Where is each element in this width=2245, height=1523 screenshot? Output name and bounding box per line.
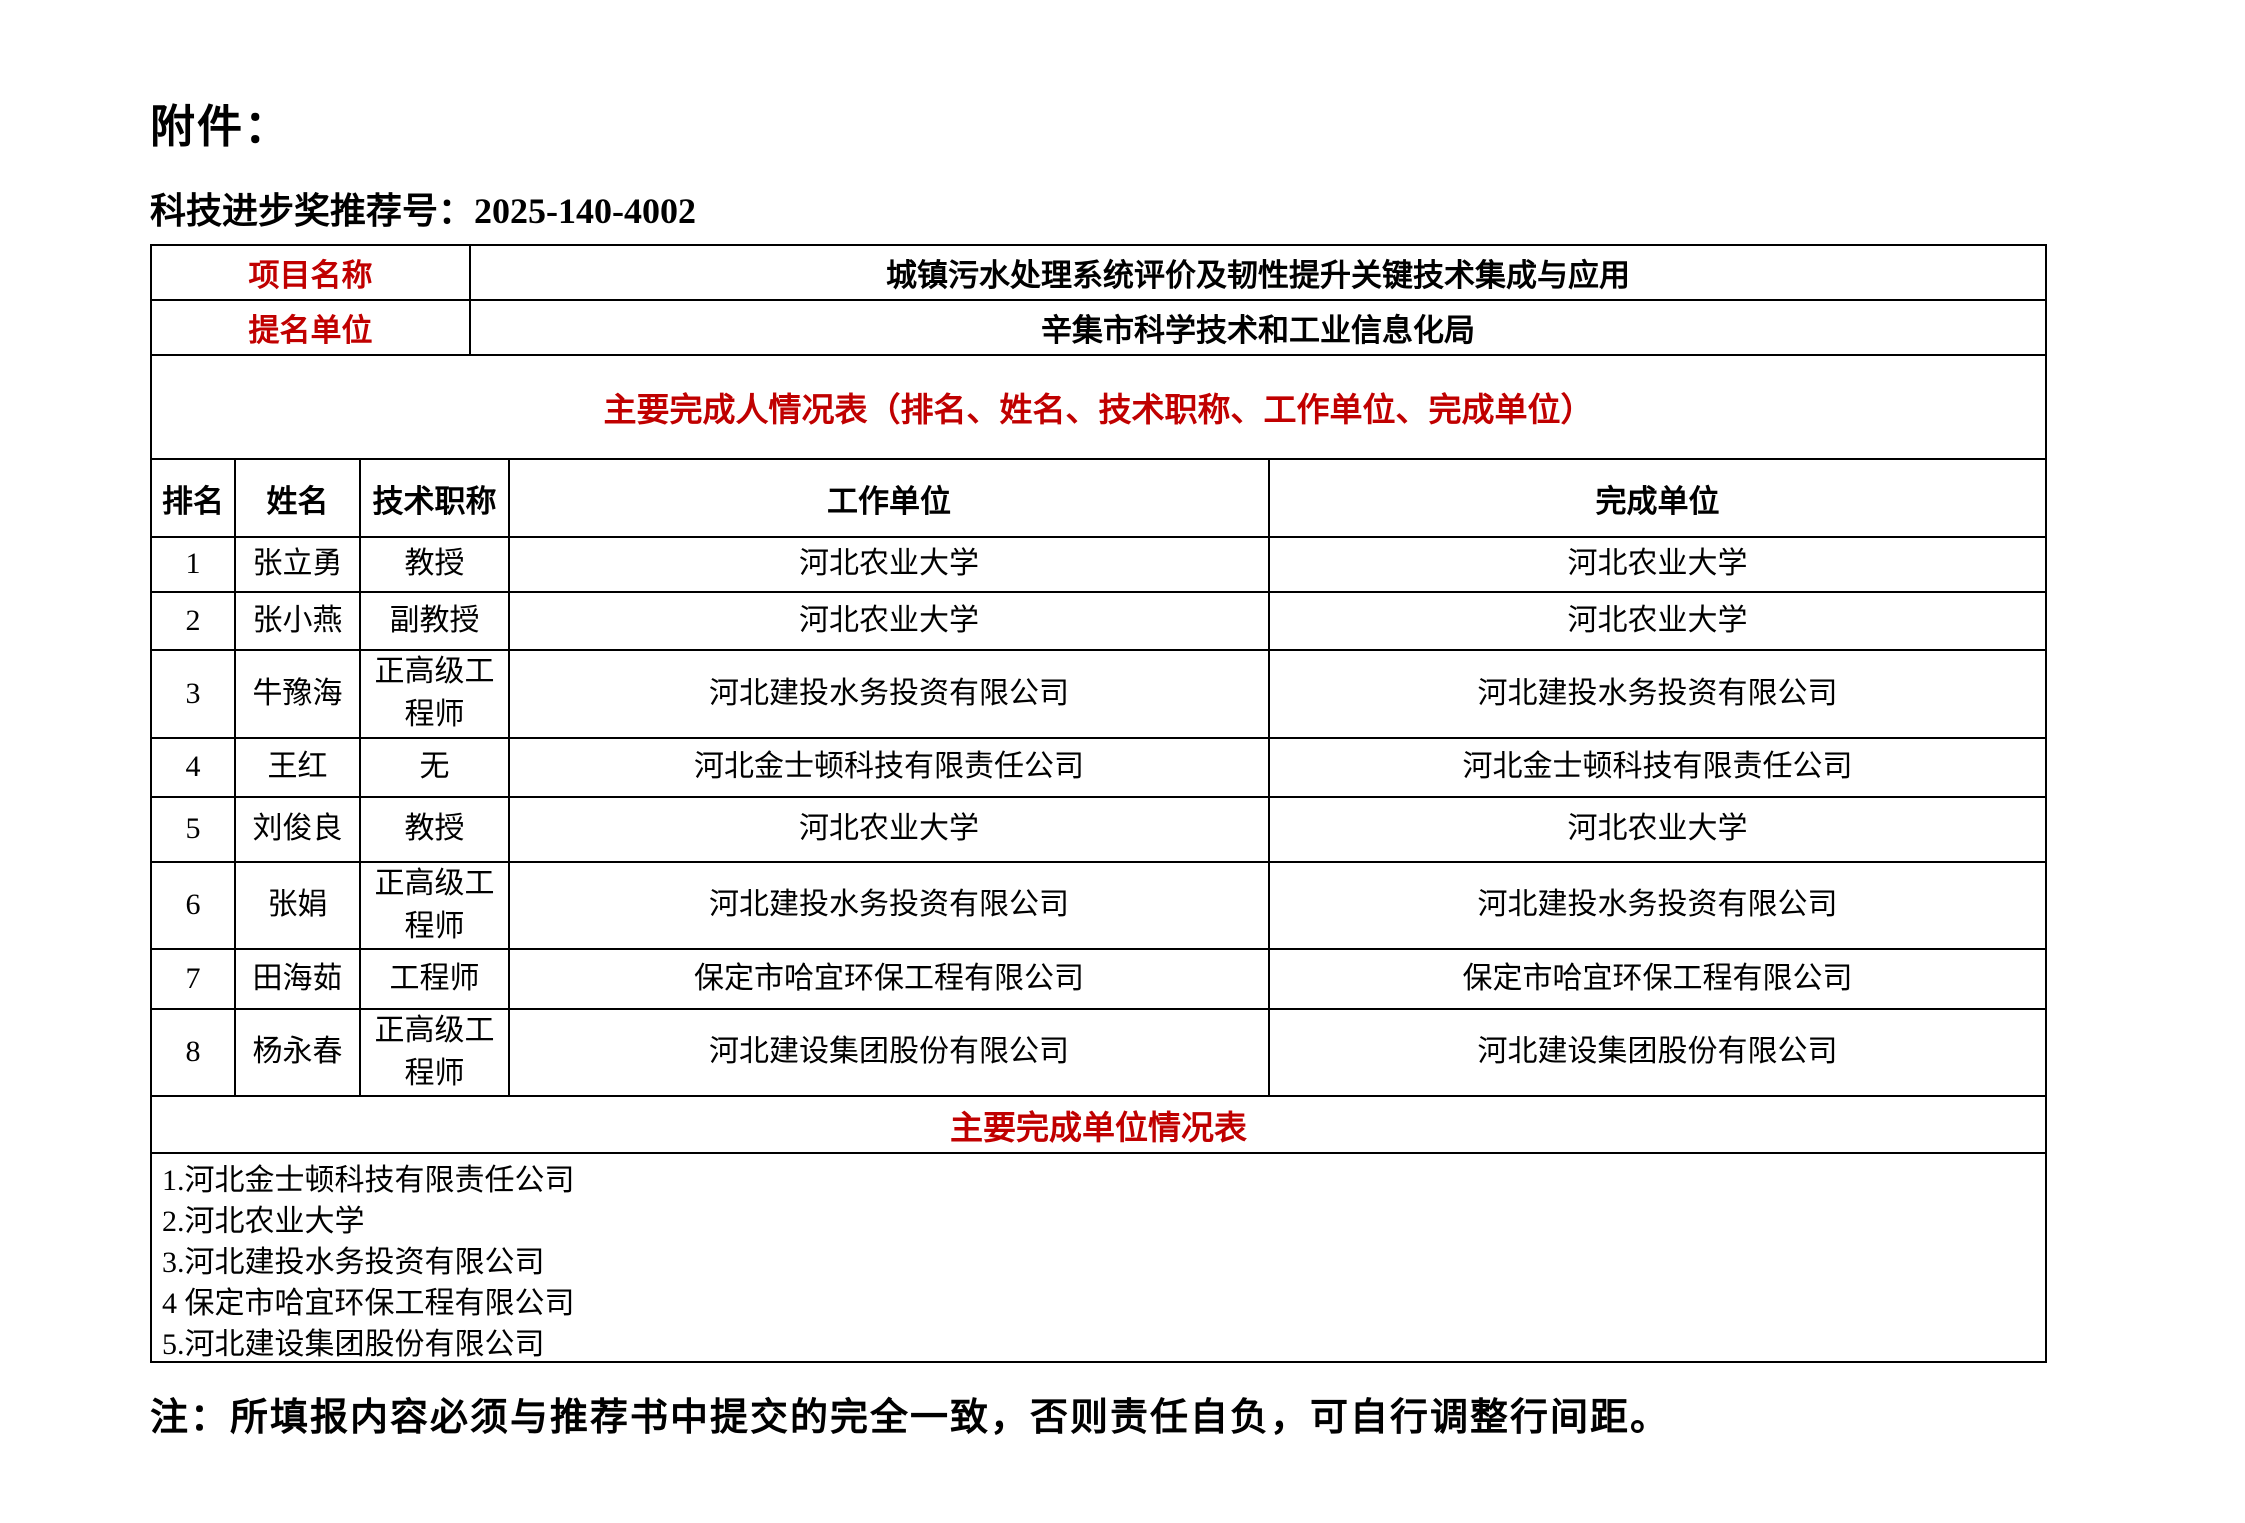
work-unit-cell: 河北农业大学	[508, 796, 1270, 863]
table-row: 7 田海茹 工程师 保定市哈宜环保工程有限公司 保定市哈宜环保工程有限公司	[151, 948, 2046, 1011]
work-unit-cell: 保定市哈宜环保工程有限公司	[508, 948, 1270, 1011]
completion-unit-cell: 河北农业大学	[1268, 591, 2046, 651]
name-cell: 张娟	[234, 860, 361, 951]
list-item: 5.河北建设集团股份有限公司	[162, 1328, 545, 1362]
name-cell: 王红	[234, 737, 361, 798]
title-cell: 正高级工程师	[359, 649, 510, 739]
project-name-label: 项目名称	[151, 245, 471, 301]
project-name-value: 城镇污水处理系统评价及韧性提升关键技术集成与应用	[469, 245, 2046, 301]
completion-unit-cell: 河北农业大学	[1268, 796, 2046, 863]
nominating-unit-value: 辛集市科学技术和工业信息化局	[469, 299, 2046, 355]
completion-unit-cell: 河北农业大学	[1268, 536, 2046, 593]
table-row: 4 王红 无 河北金士顿科技有限责任公司 河北金士顿科技有限责任公司	[151, 737, 2046, 798]
rank-cell: 6	[151, 860, 236, 951]
name-cell: 张小燕	[234, 591, 361, 651]
title-cell: 副教授	[359, 591, 510, 651]
column-header-rank: 排名	[151, 459, 236, 538]
table-row: 1 张立勇 教授 河北农业大学 河北农业大学	[151, 536, 2046, 593]
work-unit-cell: 河北农业大学	[508, 591, 1270, 651]
award-number-label: 科技进步奖推荐号：	[150, 191, 475, 231]
completion-units-list: 1.河北金士顿科技有限责任公司 2.河北农业大学 3.河北建投水务投资有限公司 …	[152, 1154, 2045, 1361]
table-row: 6 张娟 正高级工程师 河北建投水务投资有限公司 河北建投水务投资有限公司	[151, 860, 2046, 951]
column-header-work-unit: 工作单位	[508, 459, 1270, 538]
title-cell: 正高级工程师	[359, 860, 510, 951]
recommendation-table: 项目名称 城镇污水处理系统评价及韧性提升关键技术集成与应用 提名单位 辛集市科学…	[150, 244, 2047, 1364]
column-header-completion-unit: 完成单位	[1268, 459, 2046, 538]
title-cell: 教授	[359, 796, 510, 863]
name-cell: 田海茹	[234, 948, 361, 1011]
title-cell: 教授	[359, 536, 510, 593]
rank-cell: 7	[151, 948, 236, 1011]
completion-unit-cell: 河北建投水务投资有限公司	[1268, 860, 2046, 951]
name-cell: 杨永春	[234, 1008, 361, 1097]
contributors-header-row: 排名 姓名 技术职称 工作单位 完成单位	[151, 459, 2046, 538]
list-item: 2.河北农业大学	[162, 1205, 365, 1239]
project-name-row: 项目名称 城镇污水处理系统评价及韧性提升关键技术集成与应用	[151, 245, 2046, 301]
list-item: 4 保定市哈宜环保工程有限公司	[162, 1287, 575, 1321]
work-unit-cell: 河北建投水务投资有限公司	[508, 860, 1270, 951]
table-row: 2 张小燕 副教授 河北农业大学 河北农业大学	[151, 591, 2046, 651]
rank-cell: 8	[151, 1008, 236, 1097]
contributors-table: 排名 姓名 技术职称 工作单位 完成单位 1 张立勇 教授 河北农业大学 河北农…	[151, 459, 2046, 1097]
table-row: 3 牛豫海 正高级工程师 河北建投水务投资有限公司 河北建投水务投资有限公司	[151, 649, 2046, 739]
project-info-table: 项目名称 城镇污水处理系统评价及韧性提升关键技术集成与应用 提名单位 辛集市科学…	[151, 245, 2046, 355]
title-cell: 正高级工程师	[359, 1008, 510, 1097]
table-row: 5 刘俊良 教授 河北农业大学 河北农业大学	[151, 796, 2046, 863]
completion-unit-cell: 河北金士顿科技有限责任公司	[1268, 737, 2046, 798]
rank-cell: 3	[151, 649, 236, 739]
work-unit-cell: 河北农业大学	[508, 536, 1270, 593]
contributors-section-title: 主要完成人情况表（排名、姓名、技术职称、工作单位、完成单位）	[152, 356, 2045, 460]
nominating-unit-row: 提名单位 辛集市科学技术和工业信息化局	[151, 299, 2046, 355]
rank-cell: 5	[151, 796, 236, 863]
rank-cell: 2	[151, 591, 236, 651]
rank-cell: 1	[151, 536, 236, 593]
completion-unit-cell: 河北建投水务投资有限公司	[1268, 649, 2046, 739]
rank-cell: 4	[151, 737, 236, 798]
work-unit-cell: 河北建设集团股份有限公司	[508, 1008, 1270, 1097]
list-item: 3.河北建投水务投资有限公司	[162, 1246, 545, 1280]
attachment-label: 附件：	[150, 101, 292, 152]
name-cell: 刘俊良	[234, 796, 361, 863]
title-cell: 无	[359, 737, 510, 798]
work-unit-cell: 河北金士顿科技有限责任公司	[508, 737, 1270, 798]
award-number-line: 科技进步奖推荐号：2025-140-4002	[150, 182, 696, 234]
column-header-title: 技术职称	[359, 459, 510, 538]
title-cell: 工程师	[359, 948, 510, 1011]
nominating-unit-label: 提名单位	[151, 299, 471, 355]
completion-units-section-title: 主要完成单位情况表	[152, 1095, 2045, 1155]
completion-unit-cell: 河北建设集团股份有限公司	[1268, 1008, 2046, 1097]
work-unit-cell: 河北建投水务投资有限公司	[508, 649, 1270, 739]
completion-unit-cell: 保定市哈宜环保工程有限公司	[1268, 948, 2046, 1011]
column-header-name: 姓名	[234, 459, 361, 538]
award-number-value: 2025-140-4002	[474, 191, 696, 231]
project-info-section: 项目名称 城镇污水处理系统评价及韧性提升关键技术集成与应用 提名单位 辛集市科学…	[151, 245, 2046, 356]
name-cell: 张立勇	[234, 536, 361, 593]
footer-note: 注：所填报内容必须与推荐书中提交的完全一致，否则责任自负，可自行调整行间距。	[150, 1397, 1671, 1439]
name-cell: 牛豫海	[234, 649, 361, 739]
table-row: 8 杨永春 正高级工程师 河北建设集团股份有限公司 河北建设集团股份有限公司	[151, 1008, 2046, 1097]
list-item: 1.河北金士顿科技有限责任公司	[162, 1164, 575, 1198]
